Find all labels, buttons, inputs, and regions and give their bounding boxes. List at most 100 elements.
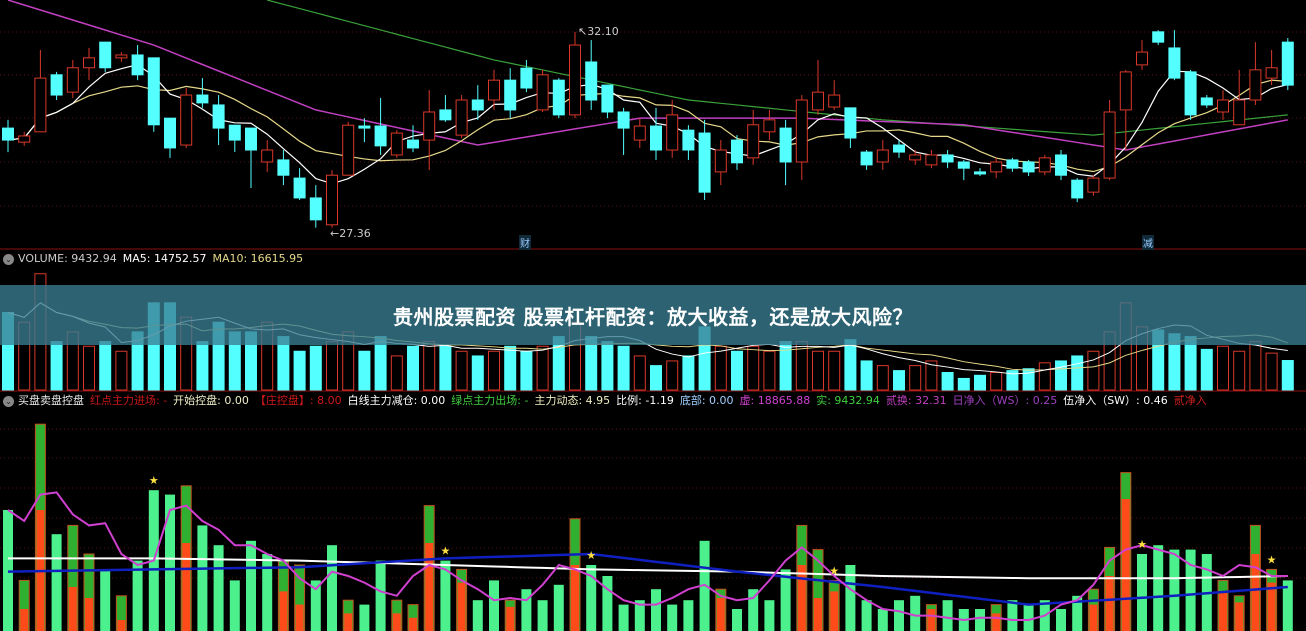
volume-ma5: MA5: 14752.57: [122, 252, 207, 265]
indicator-legend-item: 买盘卖盘控盘: [18, 394, 84, 407]
indicator-legend-item: 开始控盘: 0.00: [173, 394, 249, 407]
volume-bar: [844, 339, 857, 391]
candle-up: [423, 111, 436, 141]
indicator-bar-green: [667, 604, 678, 631]
candle-up: [1217, 99, 1229, 113]
volume-bar: [520, 350, 533, 391]
indicator-bar-red-part: [1105, 576, 1114, 631]
volume-bar: [196, 341, 209, 391]
candle-up: [763, 119, 776, 133]
volume-bar: [779, 341, 792, 391]
candle-down: [309, 197, 322, 221]
indicator-bar-red-part: [814, 598, 822, 631]
candle-up: [714, 149, 727, 173]
candle-down: [164, 117, 176, 149]
candle-up: [261, 149, 274, 163]
volume-bar: [1200, 348, 1213, 391]
volume-bar: [115, 350, 128, 391]
candle-up: [569, 44, 581, 116]
circle-chevron-icon[interactable]: ⌄: [3, 253, 14, 265]
event-marker-cai[interactable]: 财: [519, 235, 531, 250]
indicator-bar-red-part: [1251, 554, 1260, 631]
candle-up: [115, 54, 128, 59]
ma60-line: [267, 0, 1288, 136]
candle-down: [957, 161, 970, 169]
low-price-label: ←27.36: [330, 227, 371, 240]
indicator-bar-green: [683, 600, 694, 631]
candle-down: [860, 151, 873, 166]
indicator-bar-red-part: [506, 606, 515, 631]
volume-bar: [974, 374, 986, 391]
indicator-bar-green: [634, 600, 645, 631]
candle-down: [844, 107, 857, 139]
candle-down: [1022, 161, 1035, 173]
indicator-bar-green: [780, 569, 791, 631]
indicator-bar-green: [132, 560, 143, 631]
candle-down: [1200, 97, 1213, 106]
candle-up: [925, 154, 938, 166]
candle-down: [504, 79, 517, 111]
volume-bar: [1087, 350, 1100, 391]
indicator-bar-green: [975, 609, 985, 631]
indicator-bar-green: [910, 595, 921, 631]
candle-up: [828, 94, 841, 108]
indicator-bar-green: [521, 589, 532, 631]
star-icon: ★: [1137, 538, 1147, 551]
volume-ma10: MA10: 16615.95: [212, 252, 304, 265]
volume-bar: [650, 365, 662, 391]
indicator-bar-green: [894, 600, 904, 631]
candle-up: [633, 125, 646, 141]
volume-bar: [666, 360, 679, 391]
indicator-legend-item: 比例: -1.19: [616, 394, 674, 407]
circle-chevron-icon[interactable]: ⌄: [3, 395, 14, 407]
volume-bar: [747, 345, 760, 391]
candle-up: [1249, 69, 1262, 101]
indicator-bar-green: [1072, 595, 1083, 631]
indicator-bar-green: [861, 600, 872, 631]
indicator-legend-item: 红点主力进场: -: [90, 394, 168, 407]
candle-up: [1087, 177, 1100, 193]
indicator-bar-green: [327, 545, 337, 631]
indicator-bar-red-part: [279, 591, 288, 631]
indicator-bar-red-part: [20, 609, 29, 631]
indicator-bar-green: [262, 554, 273, 631]
indicator-legend-item: 日净入（WS）: 0.25: [952, 394, 1058, 407]
volume-bar: [536, 345, 549, 391]
indicator-bar-red-part: [1089, 604, 1098, 631]
indicator-bar-red-part: [457, 582, 466, 631]
event-marker-jian[interactable]: 减: [1142, 235, 1154, 250]
candle-down: [196, 94, 209, 104]
high-price-value: 32.10: [587, 25, 619, 38]
indicator-bar-green: [1137, 554, 1147, 631]
star-icon: ★: [829, 564, 839, 577]
candle-up: [1136, 51, 1148, 66]
volume-bar: [1281, 360, 1294, 391]
indicator-legend-item: 绿点主力出场: -: [451, 394, 529, 407]
volume-bar: [1071, 355, 1084, 391]
indicator-bar-red-part: [797, 565, 806, 631]
indicator-bar-red-part: [392, 613, 401, 631]
candle-down: [439, 109, 452, 121]
indicator-bar-green: [602, 576, 613, 631]
volume-bar: [358, 350, 371, 391]
indicator-bar-green: [748, 589, 759, 631]
indicator-bar-green: [845, 565, 856, 631]
indicator-bar-green: [489, 580, 499, 631]
volume-bar: [990, 372, 1003, 391]
indicator-bar-green: [197, 525, 208, 631]
candle-up: [342, 124, 355, 176]
star-icon: ★: [1267, 553, 1277, 566]
candle-up: [455, 99, 468, 136]
candle-up: [326, 174, 338, 226]
indicator-bar-red-part: [830, 591, 839, 631]
ma30-line: [7, 0, 1288, 151]
indicator-legend-item: 贰换: 32.31: [885, 394, 947, 407]
candle-down: [779, 127, 792, 163]
volume-bar: [407, 345, 419, 391]
candle-down: [893, 144, 905, 153]
candle-down: [228, 124, 241, 141]
candle-down: [1006, 159, 1019, 169]
volume-bar: [309, 345, 322, 391]
indicator-legend-item: 贰净入: [1173, 394, 1207, 407]
volume-bar: [1265, 352, 1278, 391]
